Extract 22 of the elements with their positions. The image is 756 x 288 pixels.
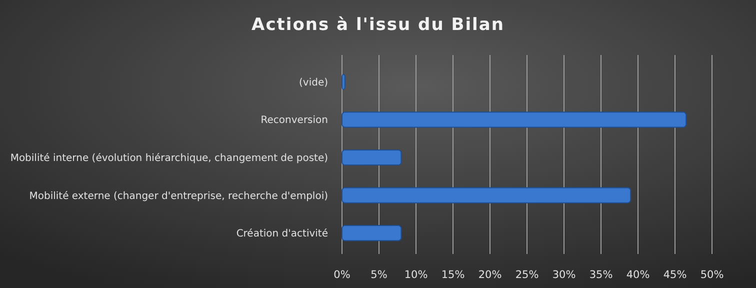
y-tick-label: Mobilité interne (évolution hiérarchique, changement de poste)	[10, 153, 328, 164]
x-tick-label: 35%	[589, 269, 613, 281]
y-tick-label: Reconversion	[260, 115, 328, 126]
y-tick-label: Création d'activité	[236, 228, 328, 240]
x-tick-label: 40%	[626, 269, 650, 281]
bar	[342, 74, 346, 90]
bar	[342, 149, 402, 166]
x-tick-label: 10%	[404, 269, 428, 281]
bar	[342, 225, 402, 242]
chart-title: Actions à l'issu du Bilan	[252, 15, 504, 35]
x-tick-label: 20%	[478, 269, 502, 281]
x-tick-label: 5%	[370, 269, 388, 281]
bar	[342, 187, 632, 204]
x-tick-label: 15%	[441, 269, 465, 281]
y-tick-label: Mobilité externe (changer d'entreprise, recherche d'emploi)	[29, 190, 328, 202]
x-tick-label: 30%	[552, 269, 576, 281]
y-tick-label: (vide)	[299, 77, 328, 88]
x-tick-label: 0%	[334, 269, 350, 281]
x-tick-label: 50%	[700, 269, 724, 281]
x-tick-label: 25%	[515, 269, 539, 281]
x-tick-label: 45%	[663, 269, 687, 281]
bar	[342, 112, 687, 128]
